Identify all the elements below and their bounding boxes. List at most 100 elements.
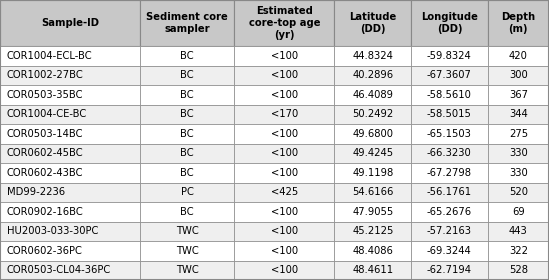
Text: 50.2492: 50.2492 xyxy=(352,109,394,119)
Text: -62.7194: -62.7194 xyxy=(427,265,472,275)
Text: 330: 330 xyxy=(509,148,528,158)
Bar xyxy=(140,183,234,202)
Bar xyxy=(234,221,334,241)
Text: 44.8324: 44.8324 xyxy=(352,51,393,61)
Text: <170: <170 xyxy=(271,109,298,119)
Text: 54.6166: 54.6166 xyxy=(352,187,394,197)
Text: COR1002-27BC: COR1002-27BC xyxy=(7,71,83,80)
Bar xyxy=(488,221,549,241)
Bar xyxy=(334,260,411,280)
Text: 520: 520 xyxy=(509,187,528,197)
Text: <100: <100 xyxy=(271,246,298,256)
Text: 46.4089: 46.4089 xyxy=(352,90,393,100)
Bar xyxy=(334,105,411,124)
Bar xyxy=(140,221,234,241)
Bar xyxy=(488,260,549,280)
Text: 443: 443 xyxy=(509,226,528,236)
Text: COR0503-35BC: COR0503-35BC xyxy=(7,90,83,100)
Text: 330: 330 xyxy=(509,168,528,178)
Bar xyxy=(488,144,549,163)
Text: Depth
(m): Depth (m) xyxy=(501,12,535,34)
Text: COR0902-16BC: COR0902-16BC xyxy=(7,207,83,217)
Text: BC: BC xyxy=(180,168,194,178)
Bar xyxy=(488,202,549,221)
Bar xyxy=(334,0,411,46)
Bar xyxy=(0,221,140,241)
Bar xyxy=(234,0,334,46)
Text: 40.2896: 40.2896 xyxy=(352,71,393,80)
Text: 420: 420 xyxy=(509,51,528,61)
Bar xyxy=(411,66,488,85)
Text: -57.2163: -57.2163 xyxy=(427,226,472,236)
Text: 48.4611: 48.4611 xyxy=(352,265,393,275)
Bar xyxy=(140,260,234,280)
Bar xyxy=(234,202,334,221)
Text: -65.2676: -65.2676 xyxy=(427,207,472,217)
Bar xyxy=(140,144,234,163)
Bar xyxy=(334,85,411,105)
Bar xyxy=(488,163,549,183)
Bar xyxy=(334,46,411,66)
Bar xyxy=(140,202,234,221)
Bar xyxy=(0,85,140,105)
Bar xyxy=(411,202,488,221)
Bar xyxy=(488,105,549,124)
Text: <100: <100 xyxy=(271,207,298,217)
Bar xyxy=(140,46,234,66)
Text: <100: <100 xyxy=(271,148,298,158)
Text: BC: BC xyxy=(180,90,194,100)
Bar xyxy=(0,66,140,85)
Text: BC: BC xyxy=(180,109,194,119)
Bar xyxy=(140,105,234,124)
Text: MD99-2236: MD99-2236 xyxy=(7,187,65,197)
Bar xyxy=(0,260,140,280)
Text: 275: 275 xyxy=(509,129,528,139)
Text: 49.4245: 49.4245 xyxy=(352,148,393,158)
Bar xyxy=(140,0,234,46)
Bar xyxy=(334,163,411,183)
Bar xyxy=(488,124,549,144)
Bar xyxy=(488,183,549,202)
Bar xyxy=(488,46,549,66)
Text: 367: 367 xyxy=(509,90,528,100)
Text: 528: 528 xyxy=(509,265,528,275)
Text: 300: 300 xyxy=(509,71,528,80)
Text: Sample-ID: Sample-ID xyxy=(41,18,99,28)
Bar xyxy=(411,124,488,144)
Bar xyxy=(234,46,334,66)
Text: Latitude
(DD): Latitude (DD) xyxy=(349,12,396,34)
Text: -58.5610: -58.5610 xyxy=(427,90,472,100)
Text: HU2003-033-30PC: HU2003-033-30PC xyxy=(7,226,98,236)
Text: COR0503-CL04-36PC: COR0503-CL04-36PC xyxy=(7,265,111,275)
Bar xyxy=(140,241,234,260)
Bar xyxy=(334,202,411,221)
Bar xyxy=(234,144,334,163)
Bar xyxy=(488,66,549,85)
Text: <100: <100 xyxy=(271,71,298,80)
Bar xyxy=(411,46,488,66)
Text: -59.8324: -59.8324 xyxy=(427,51,472,61)
Text: 69: 69 xyxy=(512,207,525,217)
Bar xyxy=(334,221,411,241)
Text: -56.1761: -56.1761 xyxy=(427,187,472,197)
Text: BC: BC xyxy=(180,71,194,80)
Bar xyxy=(0,124,140,144)
Bar xyxy=(411,221,488,241)
Text: 344: 344 xyxy=(509,109,528,119)
Text: -66.3230: -66.3230 xyxy=(427,148,472,158)
Bar xyxy=(234,183,334,202)
Bar xyxy=(0,202,140,221)
Bar xyxy=(234,163,334,183)
Bar xyxy=(488,241,549,260)
Bar xyxy=(234,260,334,280)
Text: COR0602-43BC: COR0602-43BC xyxy=(7,168,83,178)
Text: COR0503-14BC: COR0503-14BC xyxy=(7,129,83,139)
Text: BC: BC xyxy=(180,148,194,158)
Text: 47.9055: 47.9055 xyxy=(352,207,394,217)
Text: BC: BC xyxy=(180,207,194,217)
Text: <425: <425 xyxy=(271,187,298,197)
Bar xyxy=(234,124,334,144)
Bar xyxy=(411,144,488,163)
Bar xyxy=(334,124,411,144)
Bar xyxy=(0,163,140,183)
